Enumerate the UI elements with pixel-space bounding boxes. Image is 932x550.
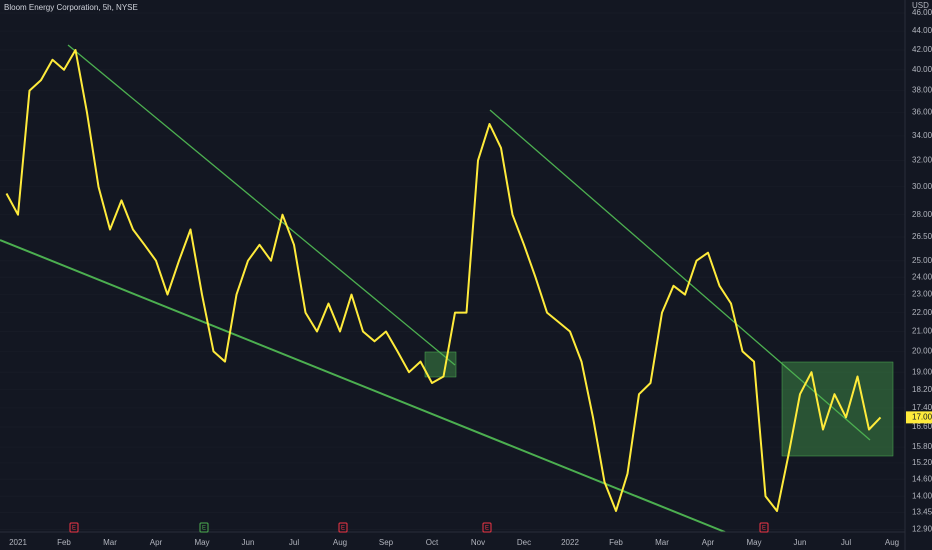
y-tick-label: 28.00: [912, 210, 932, 219]
trend-line: [489, 109, 871, 441]
x-tick-label: 2022: [561, 538, 579, 547]
event-marker: E: [199, 522, 209, 533]
event-label: E: [72, 526, 76, 532]
x-tick-label: Apr: [150, 538, 163, 547]
event-icon: [69, 522, 79, 533]
y-tick-label: 46.00: [912, 8, 932, 17]
x-tick-label: Jun: [242, 538, 255, 547]
event-label: E: [202, 526, 206, 532]
x-tick-label: Mar: [103, 538, 117, 547]
y-tick-label: 18.20: [912, 385, 932, 394]
y-tick-label: 30.00: [912, 182, 932, 191]
x-tick-label: Jul: [841, 538, 851, 547]
y-tick-label: 36.00: [912, 108, 932, 117]
y-tick-label: 12.90: [912, 525, 932, 534]
y-tick-label: 16.60: [912, 422, 932, 431]
y-tick-label: 40.00: [912, 65, 932, 74]
y-tick-label: 38.00: [912, 86, 932, 95]
x-tick-label: Jun: [794, 538, 807, 547]
event-marker: E: [69, 522, 79, 533]
event-icon: [482, 522, 492, 533]
y-tick-label: 34.00: [912, 131, 932, 140]
y-tick-label: 13.45: [912, 508, 932, 517]
y-tick-label: 42.00: [912, 45, 932, 54]
y-tick-label: 23.00: [912, 290, 932, 299]
x-tick-label: May: [194, 538, 209, 547]
axes: 46.00 44.00 42.00 40.00 38.00 36.00 34.00 32.00…: [9, 8, 932, 547]
y-tick-label: 21.00: [912, 327, 932, 336]
y-tick-label: 24.00: [912, 272, 932, 281]
x-tick-label: May: [746, 538, 761, 547]
event-icon: [338, 522, 348, 533]
x-tick-label: Dec: [517, 538, 531, 547]
x-tick-label: Mar: [655, 538, 669, 547]
x-tick-label: Nov: [471, 538, 485, 547]
event-label: E: [341, 526, 345, 532]
x-tick-label: Aug: [885, 538, 899, 547]
event-marker: E: [482, 522, 492, 533]
y-tick-label: 15.20: [912, 458, 932, 467]
grid: [0, 12, 905, 530]
event-marker: E: [759, 522, 769, 533]
y-tick-label: 14.60: [912, 474, 932, 483]
x-tick-label: Jul: [289, 538, 299, 547]
price-line: [5, 49, 882, 512]
y-tick-label: 19.00: [912, 367, 932, 376]
x-tick-label: Feb: [609, 538, 623, 547]
chart-title: Bloom Energy Corporation, 5h, NYSE: [4, 3, 138, 12]
y-unit: USD: [912, 1, 929, 10]
y-tick-label: 15.80: [912, 442, 932, 451]
y-tick-label: 14.00: [912, 491, 932, 500]
event-label: E: [485, 526, 489, 532]
event-marker: E: [338, 522, 348, 533]
event-icon: [759, 522, 769, 533]
event-icon: [199, 522, 209, 533]
y-tick-label: 26.50: [912, 232, 932, 241]
x-tick-label: Feb: [57, 538, 71, 547]
highlight-box: [781, 361, 894, 457]
x-tick-label: Apr: [702, 538, 715, 547]
y-tick-label: 25.00: [912, 256, 932, 265]
x-tick-label: 2021: [9, 538, 27, 547]
highlight-box: [424, 351, 457, 378]
x-tick-label: Oct: [426, 538, 439, 547]
event-label: E: [762, 526, 766, 532]
price-badge-label: 17.00: [912, 412, 932, 421]
y-tick-label: 22.00: [912, 308, 932, 317]
y-tick-label: 17.40: [912, 403, 932, 412]
x-tick-label: Sep: [379, 538, 394, 547]
x-tick-label: Aug: [333, 538, 347, 547]
price-badge: [906, 411, 932, 424]
y-tick-label: 20.00: [912, 346, 932, 355]
series: [5, 49, 882, 512]
y-tick-label: 44.00: [912, 26, 932, 35]
trend-line: [67, 44, 456, 366]
y-tick-label: 32.00: [912, 156, 932, 165]
